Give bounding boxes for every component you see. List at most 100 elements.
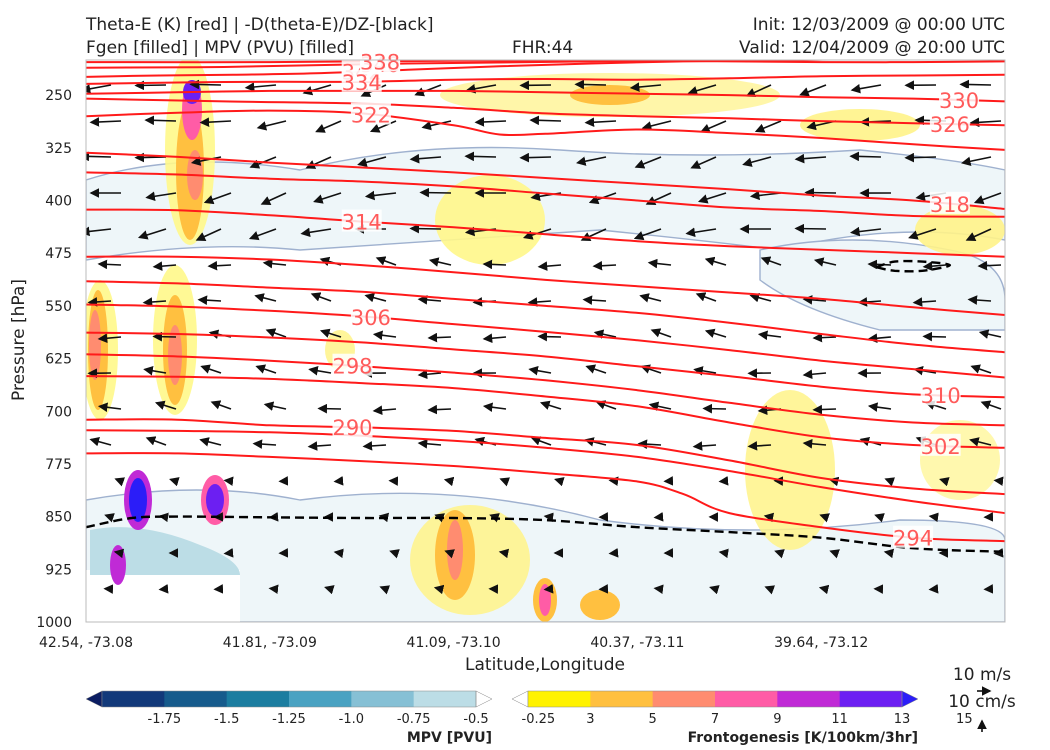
- wind-vector-arrow: [764, 585, 776, 595]
- vector-key-vertical: 10 cm/s: [948, 692, 1016, 712]
- wind-vector-arrow: [421, 120, 452, 131]
- y-tick-label: 700: [45, 404, 72, 420]
- wind-vector-arrow: [939, 477, 950, 487]
- wind-vector-arrow: [812, 404, 837, 415]
- colorbar-tick-label: -1.5: [214, 712, 239, 727]
- x-tick-label: 41.81, -73.09: [223, 635, 317, 651]
- mpv-fill-region: [90, 527, 240, 575]
- wind-vector-arrow: [641, 120, 672, 131]
- y-tick-label: 850: [45, 510, 72, 526]
- wind-vector-arrow: [417, 439, 442, 449]
- colorbar-tick-label: 5: [649, 712, 657, 727]
- theta-e-contour-line: [86, 60, 846, 78]
- wind-vector-arrow: [375, 256, 397, 266]
- wind-vector-arrow: [248, 228, 277, 241]
- colorbar-tick-label: 9: [773, 712, 781, 727]
- colorbar-segment: [590, 691, 654, 707]
- wind-vector-arrow: [498, 548, 510, 559]
- wind-vector-arrow: [704, 256, 727, 267]
- wind-vector-arrow: [685, 227, 717, 238]
- theta-e-contour-line: [86, 429, 1005, 515]
- wind-vector-arrow: [647, 258, 672, 269]
- theta-e-contour-line: [86, 89, 1005, 103]
- wind-vector-arrow: [582, 295, 607, 305]
- wind-vector-arrow: [742, 156, 772, 167]
- wind-vector-arrow: [922, 331, 947, 342]
- theta-e-contour-label: 306: [351, 306, 391, 330]
- wind-vector-arrow: [389, 549, 400, 559]
- wind-vector-arrow: [802, 439, 827, 449]
- wind-vector-arrow: [419, 187, 452, 198]
- wind-vector-arrow: [97, 259, 122, 270]
- title-line-2: Fgen [filled] | MPV (PVU) [filled]: [86, 38, 355, 58]
- wind-vector-arrow: [967, 295, 992, 305]
- wind-vector-arrow: [379, 585, 391, 595]
- wind-vector-arrow: [543, 584, 554, 594]
- wind-vector-arrow: [333, 476, 344, 486]
- wind-vector-arrow: [519, 152, 552, 163]
- wind-vector-arrow: [554, 477, 565, 487]
- fgen-pink-region: [447, 520, 463, 580]
- wind-vector-arrow: [648, 401, 672, 411]
- wind-vector-arrow: [414, 84, 442, 97]
- wind-vector-arrow: [973, 192, 1002, 205]
- wind-vector-arrow: [482, 333, 507, 343]
- colorbar-tick-label: 15: [956, 712, 973, 727]
- wind-vector-arrow: [417, 295, 442, 305]
- colorbar-segment: [351, 691, 415, 707]
- wind-vector-arrow: [409, 153, 442, 164]
- colorbar-extend-left: [85, 690, 103, 708]
- theta-e-contour-label: 322: [351, 104, 391, 128]
- theta-e-contours: [86, 60, 1005, 543]
- wind-vector-arrow: [89, 436, 112, 447]
- wind-vector-arrow: [474, 117, 507, 127]
- wind-vector-arrow: [608, 548, 619, 558]
- theta-e-contour-label: 334: [342, 71, 382, 95]
- wind-vector-arrow: [697, 192, 727, 204]
- y-tick-label: 925: [45, 562, 72, 578]
- theta-e-contour-line: [86, 109, 1005, 151]
- wind-vector-arrow: [850, 226, 882, 237]
- wind-vector-arrow: [874, 513, 885, 523]
- contour-label-bg: [929, 191, 970, 214]
- wind-vector-arrow: [464, 151, 497, 162]
- theta-e-contour-line: [86, 255, 1005, 316]
- wind-vector-arrow: [690, 156, 717, 169]
- wind-vector-arrow: [969, 437, 992, 447]
- wind-vector-arrow: [629, 82, 662, 92]
- wind-vector-arrow: [482, 259, 507, 270]
- colorbar-segment: [102, 691, 165, 707]
- theta-e-contour-line: [86, 452, 1005, 543]
- colorbar-extend-left: [511, 690, 529, 708]
- wind-vector-arrow: [223, 548, 234, 558]
- colorbar-tick-label: -1.25: [272, 712, 306, 727]
- wind-vector-arrow: [576, 156, 607, 166]
- frontogenesis-colorbar: 3 5 7 9 11 13 15: [511, 690, 973, 727]
- contour-label-bg: [341, 209, 382, 232]
- wind-vector-arrow: [812, 332, 837, 343]
- wind-vector-arrow: [482, 402, 507, 412]
- wind-vector-arrow: [364, 292, 387, 303]
- y-axis-ticks: 250 325 400 475 550 625 700 775 850 925 1000: [36, 88, 72, 631]
- wind-vector-arrow: [315, 120, 342, 133]
- wind-vector-arrow: [262, 258, 287, 269]
- colorbar-segment: [528, 691, 591, 707]
- wind-vector-arrow: [700, 120, 727, 133]
- wind-vector-arrow: [324, 585, 335, 595]
- wind-vector-arrow: [904, 152, 937, 163]
- wind-vector-arrow: [829, 549, 840, 559]
- y-tick-label: 550: [45, 299, 72, 315]
- wind-vector-arrow: [593, 329, 617, 339]
- wind-vector-arrow: [158, 584, 169, 594]
- y-tick-label: 775: [45, 457, 72, 473]
- colorbar-extend-right: [475, 690, 493, 708]
- frontogenesis-colorbar-title: Frontogenesis [K/100km/3hr]: [688, 730, 918, 746]
- theta-e-contour-label: 330: [939, 89, 979, 113]
- wind-vector-arrow: [152, 331, 177, 342]
- wind-vector-arrow: [539, 400, 562, 410]
- theta-e-contour-line: [86, 151, 1005, 210]
- colorbar-extend-right: [901, 690, 919, 708]
- wind-vector-arrow: [978, 329, 1002, 339]
- wind-vector-arrow: [89, 117, 122, 127]
